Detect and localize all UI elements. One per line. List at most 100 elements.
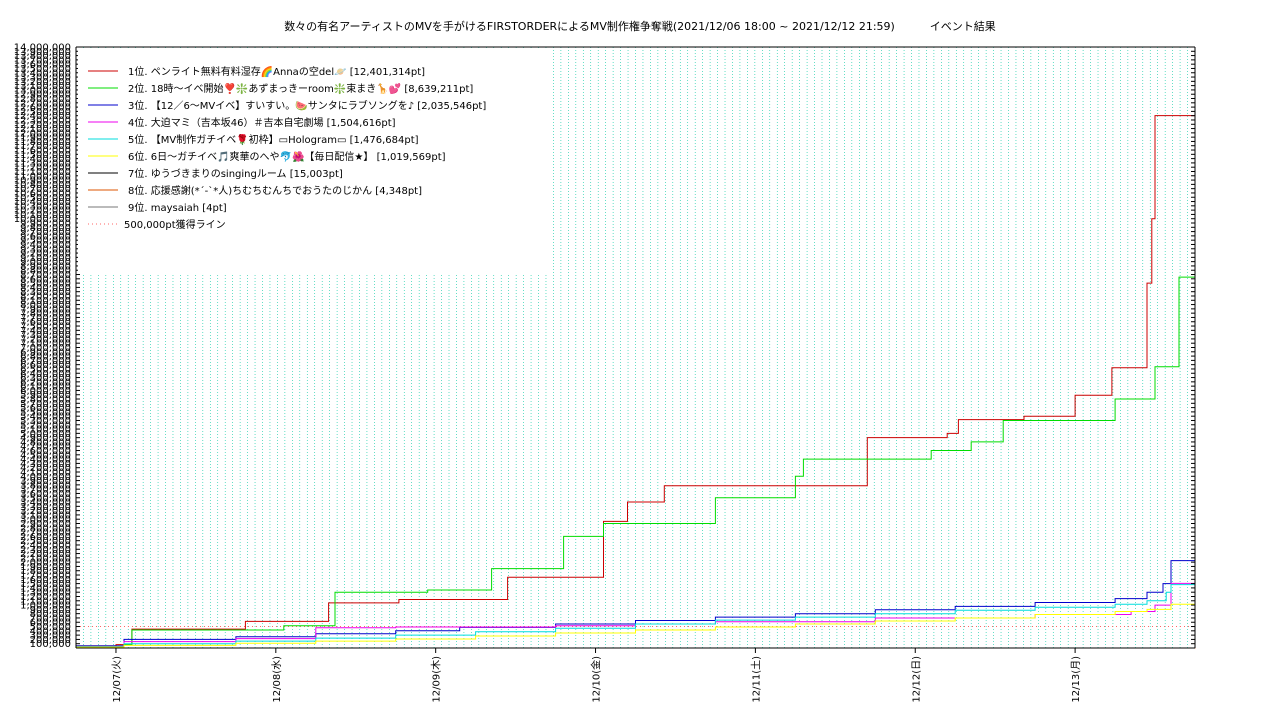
y-tick-label: 2,300,000 (20, 545, 71, 556)
legend-label: 500,000pt獲得ライン (124, 218, 226, 231)
legend-label: 8位. 応援感謝(*´-`*人)ちむちむんちでおうたのじかん [4,348pt] (128, 184, 422, 197)
y-tick-label: 12,800,000 (14, 94, 71, 105)
y-tick-label: 3,800,000 (20, 480, 71, 491)
y-tick-label: 9,200,000 (20, 249, 71, 260)
series-line-5 (76, 584, 1195, 648)
y-tick-label: 10,200,000 (14, 206, 71, 217)
y-tick-label: 9,700,000 (20, 227, 71, 238)
y-tick-label: 3,700,000 (20, 485, 71, 496)
y-tick-label: 7,000,000 (20, 343, 71, 354)
y-tick-label: 700,000 (30, 613, 71, 624)
y-tick-label: 7,900,000 (20, 304, 71, 315)
y-tick-label: 1,800,000 (20, 566, 71, 577)
y-tick-label: 5,500,000 (20, 407, 71, 418)
y-tick-label: 100,000 (30, 639, 71, 650)
y-tick-label: 4,400,000 (20, 455, 71, 466)
legend-label: 2位. 18時〜イベ開始❣️❇️あずまっきーroom❇️束まき🦒💕 [8,639… (128, 82, 473, 95)
y-tick-label: 5,800,000 (20, 395, 71, 406)
y-tick-label: 10,300,000 (14, 201, 71, 212)
legend-label: 7位. ゆうづきまりのsingingルーム [15,003pt] (128, 167, 343, 180)
y-tick-label: 1,400,000 (20, 583, 71, 594)
y-tick-label: 13,100,000 (14, 81, 71, 92)
y-tick-label: 2,500,000 (20, 536, 71, 547)
y-tick-label: 7,100,000 (20, 339, 71, 350)
y-tick-label: 7,800,000 (20, 309, 71, 320)
y-tick-label: 2,600,000 (20, 532, 71, 543)
y-tick-label: 6,000,000 (20, 386, 71, 397)
y-tick-label: 1,000,000 (20, 601, 71, 612)
y-tick-label: 10,000,000 (14, 214, 71, 225)
y-tick-label: 10,800,000 (14, 180, 71, 191)
y-tick-label: 4,000,000 (20, 472, 71, 483)
y-tick-label: 8,700,000 (20, 270, 71, 281)
y-tick-label: 5,100,000 (20, 425, 71, 436)
y-tick-label: 9,400,000 (20, 240, 71, 251)
legend-box (78, 49, 550, 273)
legend: 1位. ペンライト無料有料湿存🌈Annaの空del🪐 [12,401,314pt… (78, 49, 550, 273)
y-tick-label: 8,800,000 (20, 266, 71, 277)
y-tick-label: 200,000 (30, 635, 71, 646)
y-tick-label: 1,600,000 (20, 575, 71, 586)
x-tick-label: 12/08(水) (271, 656, 283, 703)
y-tick-label: 12,600,000 (14, 103, 71, 114)
legend-label: 5位. 【MV制作ガチイベ🌹初枠】▭Hologram▭ [1,476,684pt… (128, 133, 419, 146)
y-tick-label: 5,400,000 (20, 412, 71, 423)
y-tick-label: 3,400,000 (20, 498, 71, 509)
x-tick-label: 12/13(月) (1070, 656, 1082, 703)
y-tick-label: 5,900,000 (20, 390, 71, 401)
x-tick-label: 12/10(金) (590, 656, 603, 703)
y-tick-label: 9,100,000 (20, 253, 71, 264)
y-tick-label: 9,000,000 (20, 257, 71, 268)
y-tick-label: 8,600,000 (20, 274, 71, 285)
y-tick-label: 4,800,000 (20, 437, 71, 448)
y-tick-label: 2,100,000 (20, 553, 71, 564)
y-tick-label: 5,700,000 (20, 399, 71, 410)
y-tick-label: 12,900,000 (14, 90, 71, 101)
y-tick-label: 13,200,000 (14, 77, 71, 88)
y-tick-label: 8,500,000 (20, 279, 71, 290)
y-tick-label: 13,400,000 (14, 68, 71, 79)
x-tick-label: 12/09(木) (431, 656, 443, 703)
y-tick-label: 5,200,000 (20, 420, 71, 431)
y-tick-label: 6,400,000 (20, 369, 71, 380)
y-tick-label: 12,300,000 (14, 115, 71, 126)
y-tick-label: 5,300,000 (20, 416, 71, 427)
legend-label: 3位. 【12／6〜MVイベ】すいすい。🍉サンタにラブソングを♪ [2,035,… (128, 99, 486, 112)
y-tick-label: 1,200,000 (20, 592, 71, 603)
y-tick-label: 2,000,000 (20, 558, 71, 569)
y-tick-label: 8,900,000 (20, 261, 71, 272)
y-tick-label: 8,200,000 (20, 291, 71, 302)
y-tick-label: 7,400,000 (20, 326, 71, 337)
legend-label: 4位. 大迫マミ（吉本坂46）＃吉本自宅劇場 [1,504,616pt] (128, 116, 396, 129)
y-tick-label: 10,900,000 (14, 176, 71, 187)
y-tick-label: 13,800,000 (14, 51, 71, 62)
y-tick-label: 7,700,000 (20, 313, 71, 324)
y-tick-label: 4,300,000 (20, 459, 71, 470)
y-tick-label: 12,500,000 (14, 107, 71, 118)
x-tick-label: 12/12(日) (911, 656, 922, 703)
y-tick-label: 4,700,000 (20, 442, 71, 453)
y-tick-label: 1,700,000 (20, 571, 71, 582)
y-tick-label: 6,800,000 (20, 352, 71, 363)
y-tick-label: 3,500,000 (20, 493, 71, 504)
y-tick-label: 7,600,000 (20, 317, 71, 328)
y-tick-label: 11,600,000 (14, 146, 71, 157)
legend-label: 9位. maysaiah [4pt] (128, 201, 227, 214)
y-tick-label: 3,900,000 (20, 476, 71, 487)
y-tick-label: 8,400,000 (20, 283, 71, 294)
y-tick-label: 12,100,000 (14, 124, 71, 135)
y-tick-label: 7,200,000 (20, 334, 71, 345)
y-tick-label: 800,000 (30, 609, 71, 620)
y-tick-label: 3,000,000 (20, 515, 71, 526)
axis-layer: 100,000200,000300,000400,000500,000600,0… (14, 43, 1196, 703)
y-tick-label: 900,000 (30, 605, 71, 616)
y-tick-label: 2,200,000 (20, 549, 71, 560)
y-tick-label: 12,700,000 (14, 98, 71, 109)
y-tick-label: 11,400,000 (14, 154, 71, 165)
y-tick-label: 6,600,000 (20, 360, 71, 371)
y-tick-label: 2,900,000 (20, 519, 71, 530)
y-tick-label: 13,700,000 (14, 55, 71, 66)
y-tick-label: 10,400,000 (14, 197, 71, 208)
y-tick-label: 600,000 (30, 618, 71, 629)
